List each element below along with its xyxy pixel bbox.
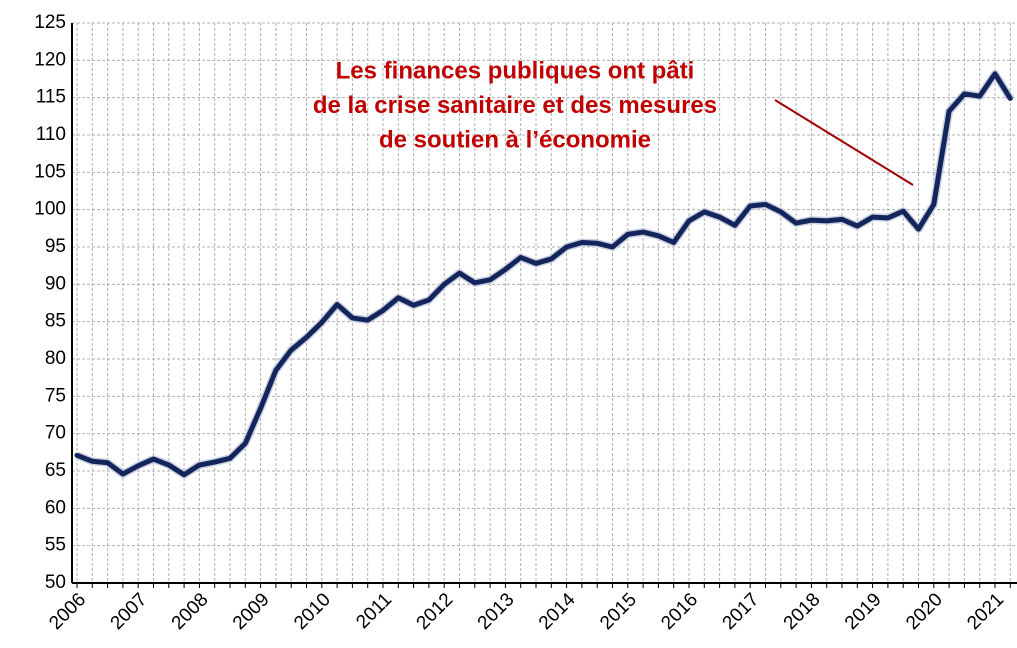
y-tick-label: 120 <box>34 49 66 70</box>
y-tick-label: 80 <box>45 348 66 369</box>
grid <box>72 22 1017 584</box>
y-tick-label: 115 <box>36 87 66 108</box>
y-tick-label: 85 <box>45 311 66 332</box>
x-tick-label: 2018 <box>780 589 825 634</box>
x-tick-label: 2008 <box>168 589 213 634</box>
x-tick-label: 2012 <box>413 589 458 634</box>
x-tick-label: 2016 <box>657 589 702 634</box>
y-tick-label: 60 <box>45 497 66 518</box>
y-tick-label: 65 <box>45 460 66 481</box>
annotation-arrow <box>774 99 914 186</box>
y-tick-label: 70 <box>45 423 66 444</box>
x-tick-label: 2021 <box>963 589 1008 634</box>
y-tick-label: 125 <box>34 12 66 33</box>
y-tick-label: 55 <box>45 535 66 556</box>
x-tick-label: 2019 <box>841 589 886 634</box>
y-tick-label: 90 <box>45 273 66 294</box>
y-tick-label: 95 <box>45 236 66 257</box>
x-tick-label: 2017 <box>719 589 764 634</box>
y-tick-label: 50 <box>45 572 66 593</box>
x-tick-label: 2010 <box>290 589 335 634</box>
x-tick-label: 2009 <box>229 589 274 634</box>
x-tick-label: 2014 <box>535 589 580 634</box>
x-tick-label: 2020 <box>902 589 947 634</box>
y-tick-label: 105 <box>34 161 66 182</box>
x-tick-label: 2013 <box>474 589 519 634</box>
annotation: Les finances publiques ont pâti <box>336 57 695 84</box>
y-tick-label: 110 <box>36 124 66 145</box>
line <box>74 71 1013 478</box>
annotation: de soutien à l’économie <box>379 126 651 153</box>
y-tick-label: 75 <box>45 385 66 406</box>
annotation: de la crise sanitaire et des mesures <box>313 92 717 119</box>
x-tick-label: 2015 <box>596 589 641 634</box>
y-tick-label: 100 <box>34 199 66 220</box>
marks <box>74 69 1014 479</box>
x-tick-label: 2011 <box>352 589 396 633</box>
x-tick-label: 2006 <box>45 589 90 634</box>
x-tick-label: 2007 <box>107 589 152 634</box>
